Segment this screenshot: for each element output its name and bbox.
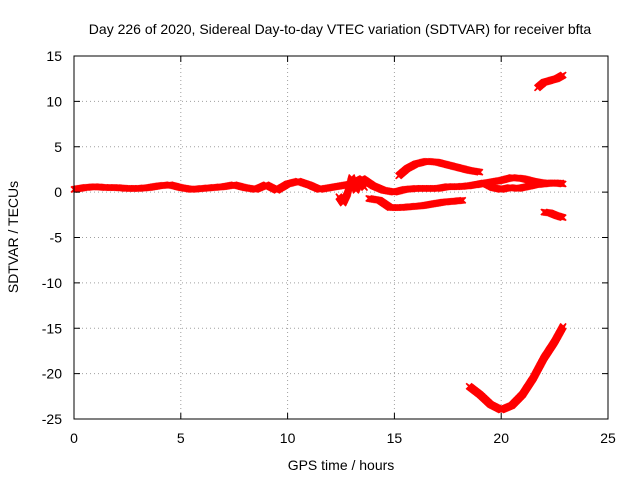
series-upper-arc [395,157,484,180]
x-tick-label: 5 [177,430,185,446]
series-lower-band [365,194,467,212]
data-point [556,179,564,187]
x-axis-label: GPS time / hours [288,457,395,473]
series-wiggle-dip [335,174,369,207]
y-tick-label: -20 [42,366,62,382]
data-point [360,184,369,192]
axis-ticks: 0 5 10 15 20 25 15 10 5 0 -5 -10 -15 -20 -25 [42,48,616,446]
y-tick-label: 15 [46,48,62,64]
data-point [459,196,467,204]
y-tick-label: -15 [42,320,62,336]
data-point [559,213,567,222]
data-point [476,168,484,176]
data-point [559,71,567,79]
series-main-band [70,174,567,196]
x-tick-label: 15 [387,430,403,446]
data-series [70,71,567,414]
series-secondary-band [472,179,565,193]
y-tick-label: 5 [54,139,62,155]
x-tick-label: 0 [70,430,78,446]
y-tick-label: 10 [46,93,62,109]
y-tick-label: -5 [50,230,63,246]
data-point [557,179,565,187]
series-bottom-curve [465,322,567,414]
data-point [554,179,562,187]
data-point [559,322,567,331]
x-tick-label: 25 [600,430,616,446]
series-top-right-segment [533,71,567,92]
x-tick-label: 20 [493,430,509,446]
y-axis-label: SDTVAR / TECUs [5,181,21,293]
chart-title: Day 226 of 2020, Sidereal Day-to-day VTE… [89,21,592,37]
series-negative-short [540,208,567,222]
y-tick-label: 0 [54,184,62,200]
y-tick-label: -10 [42,275,62,291]
grid [74,56,608,419]
y-tick-label: -25 [42,411,62,427]
x-tick-label: 10 [280,430,296,446]
